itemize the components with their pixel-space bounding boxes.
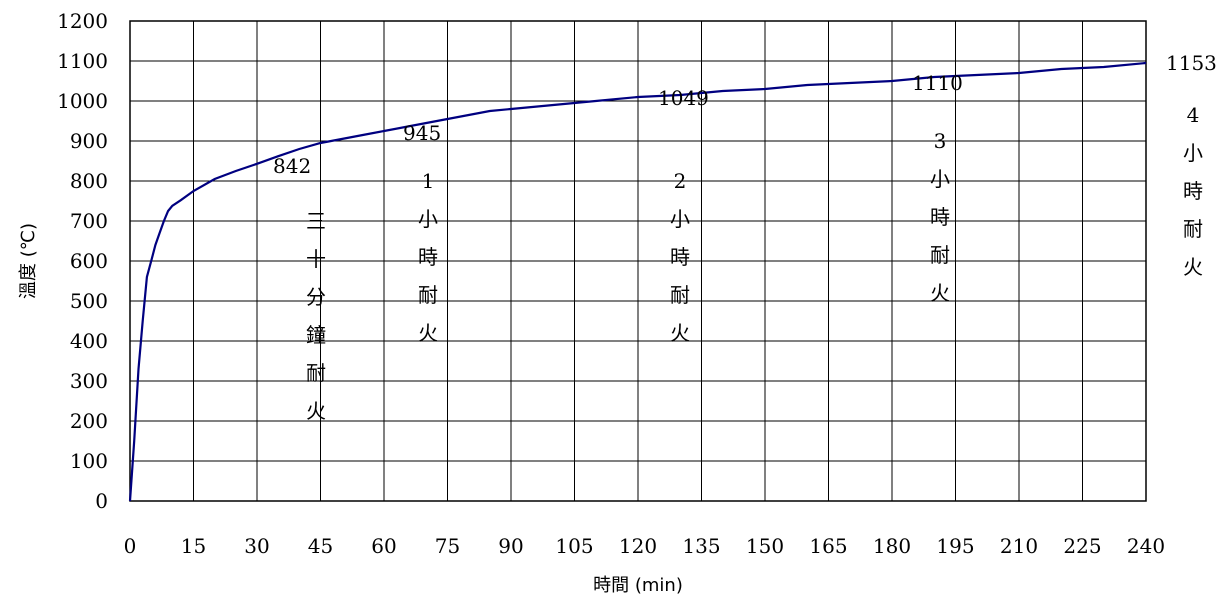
y-tick-label: 1100 — [57, 49, 108, 73]
annotation-char: 火 — [418, 321, 438, 345]
x-axis-label: 時間 (min) — [593, 575, 683, 596]
x-tick-label: 60 — [371, 534, 396, 558]
annotation-char: 火 — [306, 399, 326, 423]
y-tick-label: 700 — [70, 209, 108, 233]
x-tick-label: 135 — [682, 534, 720, 558]
annotation-char: 時 — [670, 245, 690, 269]
annotation-value: 1049 — [658, 86, 709, 110]
annotation-char: 火 — [930, 281, 950, 305]
x-tick-label: 45 — [308, 534, 333, 558]
x-tick-label: 240 — [1127, 534, 1165, 558]
annotation-value: 842 — [273, 154, 311, 178]
x-tick-label: 120 — [619, 534, 657, 558]
annotations: 842三十分鐘耐火9451小時耐火10492小時耐火11103小時耐火11534… — [273, 51, 1217, 423]
y-tick-label: 500 — [70, 289, 108, 313]
annotation-char: 時 — [930, 205, 950, 229]
y-tick-label: 600 — [70, 249, 108, 273]
x-tick-label: 210 — [1000, 534, 1038, 558]
annotation-char: 耐 — [1183, 217, 1203, 241]
y-tick-label: 100 — [70, 449, 108, 473]
annotation-char: 小 — [1183, 141, 1203, 165]
annotation-char: 分 — [306, 285, 326, 309]
annotation-char: 耐 — [930, 243, 950, 267]
y-tick-label: 1200 — [57, 9, 108, 33]
x-tick-label: 180 — [873, 534, 911, 558]
annotation-char: 3 — [934, 129, 947, 153]
annotation-value: 1153 — [1166, 51, 1217, 75]
annotation-char: 時 — [418, 245, 438, 269]
x-axis-ticks: 0 15 30 45 60 75 90 105 120 135 150 165 180 195 210 225… — [124, 534, 1165, 558]
annotation-char: 時 — [1183, 179, 1203, 203]
annotation-value: 1110 — [912, 71, 963, 95]
annotation-char: 十 — [306, 247, 326, 271]
annotation-char: 小 — [418, 207, 438, 231]
annotation-value: 945 — [403, 121, 441, 145]
x-tick-label: 195 — [936, 534, 974, 558]
annotation-char: 耐 — [306, 361, 326, 385]
x-tick-label: 105 — [555, 534, 593, 558]
annotation-char: 小 — [930, 167, 950, 191]
plot-area — [129, 20, 1147, 502]
annotation-char: 火 — [670, 321, 690, 345]
y-tick-label: 900 — [70, 129, 108, 153]
y-tick-label: 300 — [70, 369, 108, 393]
annotation-char: 2 — [674, 169, 687, 193]
y-tick-label: 1000 — [57, 89, 108, 113]
annotation-char: 火 — [1183, 255, 1203, 279]
series-line — [128, 61, 1147, 502]
annotation-char: 三 — [306, 209, 326, 233]
grid-lines — [129, 20, 1147, 502]
x-tick-label: 90 — [498, 534, 523, 558]
y-axis-label: 溫度 (℃) — [18, 223, 39, 299]
annotation-char: 耐 — [670, 283, 690, 307]
x-tick-label: 30 — [244, 534, 269, 558]
y-tick-label: 0 — [95, 489, 108, 513]
annotation-char: 耐 — [418, 283, 438, 307]
y-tick-label: 200 — [70, 409, 108, 433]
annotation-char: 1 — [422, 169, 435, 193]
annotation-char: 小 — [670, 207, 690, 231]
annotation-char: 4 — [1187, 103, 1200, 127]
annotation-char: 鐘 — [306, 323, 326, 347]
x-tick-label: 225 — [1063, 534, 1101, 558]
x-tick-label: 15 — [181, 534, 206, 558]
x-tick-label: 150 — [746, 534, 784, 558]
x-tick-label: 75 — [435, 534, 460, 558]
y-tick-label: 400 — [70, 329, 108, 353]
y-tick-label: 800 — [70, 169, 108, 193]
x-tick-label: 165 — [809, 534, 847, 558]
x-tick-label: 0 — [124, 534, 137, 558]
y-axis-ticks: 0 100 200 300 400 500 600 700 800 900 1000 1100 1200 — [57, 9, 108, 513]
